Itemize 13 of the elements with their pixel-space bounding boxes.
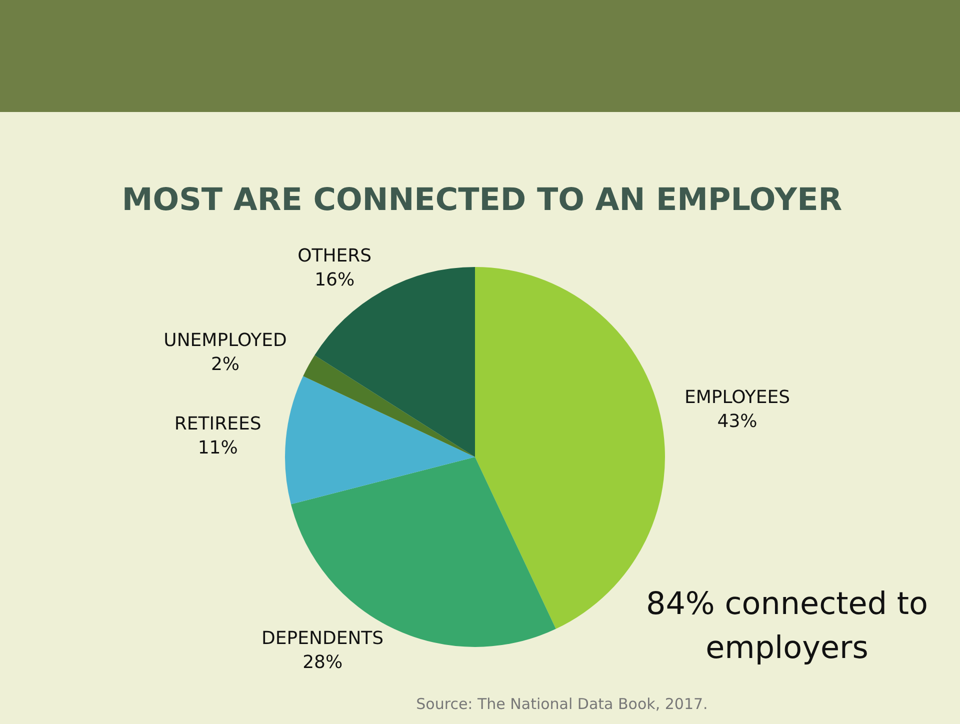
slice-label: RETIREES [174, 413, 262, 434]
slice-label: OTHERS [298, 246, 372, 267]
slice-label: EMPLOYEES [684, 386, 790, 408]
data-label: 28% [302, 652, 343, 673]
slice-label: UNEMPLOYED [164, 330, 287, 352]
text: 84% connected to employers [646, 586, 928, 666]
data-label: 16% [314, 270, 355, 291]
chart-title: MOST ARE CONNECTED TO AN EMPLOYER [122, 182, 842, 218]
slice-label: DEPENDENTS [262, 628, 384, 649]
data-label: 11% [198, 437, 238, 458]
source-note: Source: The National Data Book, 2017. [416, 694, 708, 713]
data-label: 2% [210, 354, 240, 376]
data-label: 43% [717, 410, 758, 432]
